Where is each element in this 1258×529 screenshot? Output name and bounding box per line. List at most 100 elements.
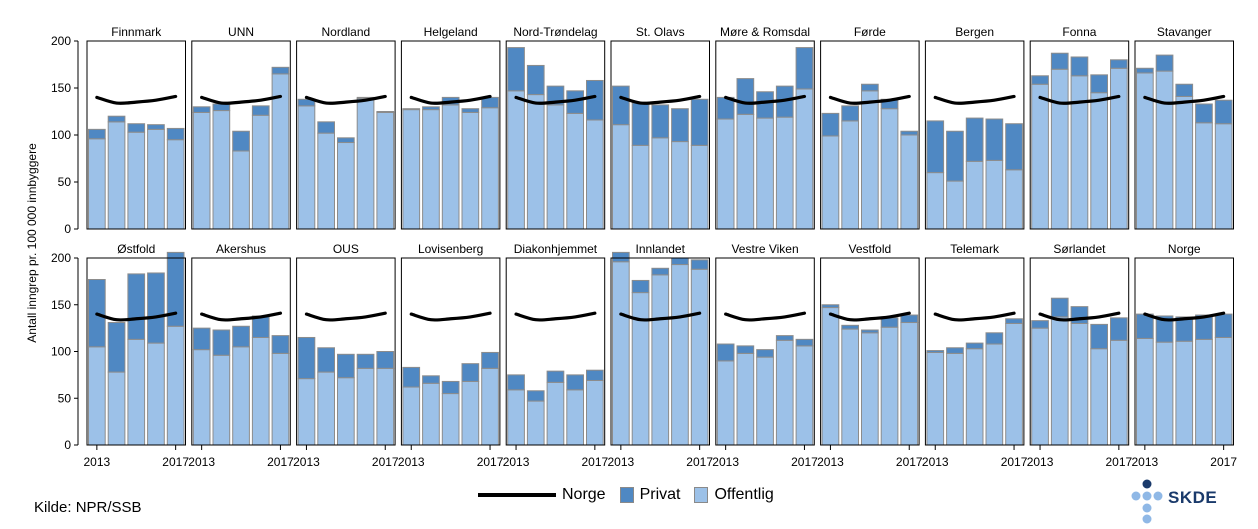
bar-offentlig (861, 332, 879, 446)
bar-privat (271, 335, 290, 354)
bar-offentlig (690, 268, 709, 446)
bar-offentlig (1031, 327, 1049, 446)
bar-offentlig (1090, 348, 1109, 446)
legend-norge-label: Norge (562, 486, 606, 503)
bar-offentlig (337, 142, 355, 230)
bar-offentlig (507, 90, 525, 230)
bar-offentlig (107, 371, 126, 446)
panel-title: Lovisenberg (418, 242, 483, 256)
bar-privat (736, 345, 755, 354)
bar-privat (861, 83, 879, 92)
bar-privat (251, 105, 270, 116)
bar-offentlig (965, 348, 984, 446)
bar-privat (965, 117, 984, 162)
norge-line (200, 311, 283, 322)
panel-frame (1029, 257, 1130, 446)
bar-offentlig (127, 131, 146, 230)
norge-line (95, 311, 178, 322)
bar-offentlig (880, 326, 899, 446)
panel-frame (400, 257, 501, 446)
y-tick-label: 150 (51, 81, 71, 95)
panel-title: Sørlandet (1053, 242, 1106, 256)
panel-frame (924, 257, 1025, 446)
bar-privat (586, 79, 604, 121)
bar-privat (756, 91, 774, 119)
bar-privat (965, 342, 984, 350)
norge-line (514, 311, 597, 322)
norge-line (409, 311, 492, 322)
norge-line (724, 94, 807, 105)
bar-offentlig (612, 124, 630, 230)
x-tick-label: 2017 (1210, 455, 1237, 469)
bar-offentlig (756, 117, 774, 230)
bar-offentlig (232, 150, 250, 230)
x-tick-label: 2017 (1001, 455, 1028, 469)
bar-privat (1136, 67, 1154, 74)
x-tick-label: 2013 (1131, 455, 1158, 469)
bar-privat (507, 47, 525, 92)
panel-title: Akershus (216, 242, 266, 256)
norge-line (619, 311, 702, 322)
bar-offentlig (526, 94, 545, 230)
bar-offentlig (441, 104, 460, 230)
bar-privat (1214, 313, 1233, 338)
y-axis-label: Antall inngrep pr. 100 000 innbyggere (25, 143, 39, 343)
norge-line (1143, 311, 1226, 322)
legend-norge: Norge (478, 486, 606, 504)
panel-frame (505, 40, 606, 230)
panel-title: Østfold (117, 242, 155, 256)
bar-privat (736, 78, 755, 115)
bar-privat (690, 259, 709, 270)
bar-privat (192, 106, 211, 113)
bar-offentlig (1090, 92, 1109, 230)
bar-offentlig (297, 378, 316, 446)
bar-offentlig (166, 139, 185, 230)
panel-title: OUS (333, 242, 359, 256)
bar-privat (107, 322, 126, 373)
bar-offentlig (546, 104, 565, 230)
bar-offentlig (441, 393, 460, 446)
norge-line (828, 94, 911, 105)
bar-privat (507, 374, 525, 391)
panel-title: Telemark (950, 242, 1000, 256)
bar-privat (232, 325, 250, 348)
panel-title: St. Olavs (636, 25, 685, 39)
bar-privat (212, 103, 231, 112)
bar-offentlig (651, 274, 670, 446)
bar-privat (127, 123, 146, 133)
bar-privat (376, 351, 395, 369)
y-tick-label: 150 (51, 298, 71, 312)
bar-offentlig (297, 105, 316, 230)
bar-offentlig (251, 336, 270, 446)
norge-line (1038, 94, 1121, 105)
x-tick-label: 2017 (267, 455, 294, 469)
bar-privat (946, 130, 964, 182)
bar-privat (481, 351, 499, 369)
bar-privat (1031, 75, 1049, 85)
bar-offentlig (1155, 70, 1174, 230)
bar-privat (1155, 315, 1174, 343)
x-tick-label: 2013 (503, 455, 530, 469)
norge-line (95, 94, 178, 105)
panel-frame (1029, 40, 1130, 230)
bar-offentlig (147, 128, 165, 230)
x-tick-label: 2013 (712, 455, 739, 469)
bar-privat (271, 66, 290, 75)
legend-privat-label: Privat (639, 486, 681, 503)
bar-offentlig (481, 107, 499, 230)
bar-offentlig (821, 307, 840, 446)
bar-privat (337, 137, 355, 144)
bar-privat (716, 343, 735, 362)
bar-offentlig (1110, 67, 1128, 230)
bar-privat (1175, 316, 1194, 342)
panel-frame (715, 40, 815, 230)
bar-offentlig (422, 382, 440, 446)
bar-privat (671, 257, 689, 266)
panel-frame (820, 40, 920, 230)
bar-privat (821, 304, 840, 309)
bar-privat (317, 121, 335, 134)
legend-offentlig-swatch (694, 487, 709, 503)
bar-offentlig (900, 134, 919, 230)
panel-frame (296, 257, 396, 446)
bar-offentlig (507, 389, 525, 446)
